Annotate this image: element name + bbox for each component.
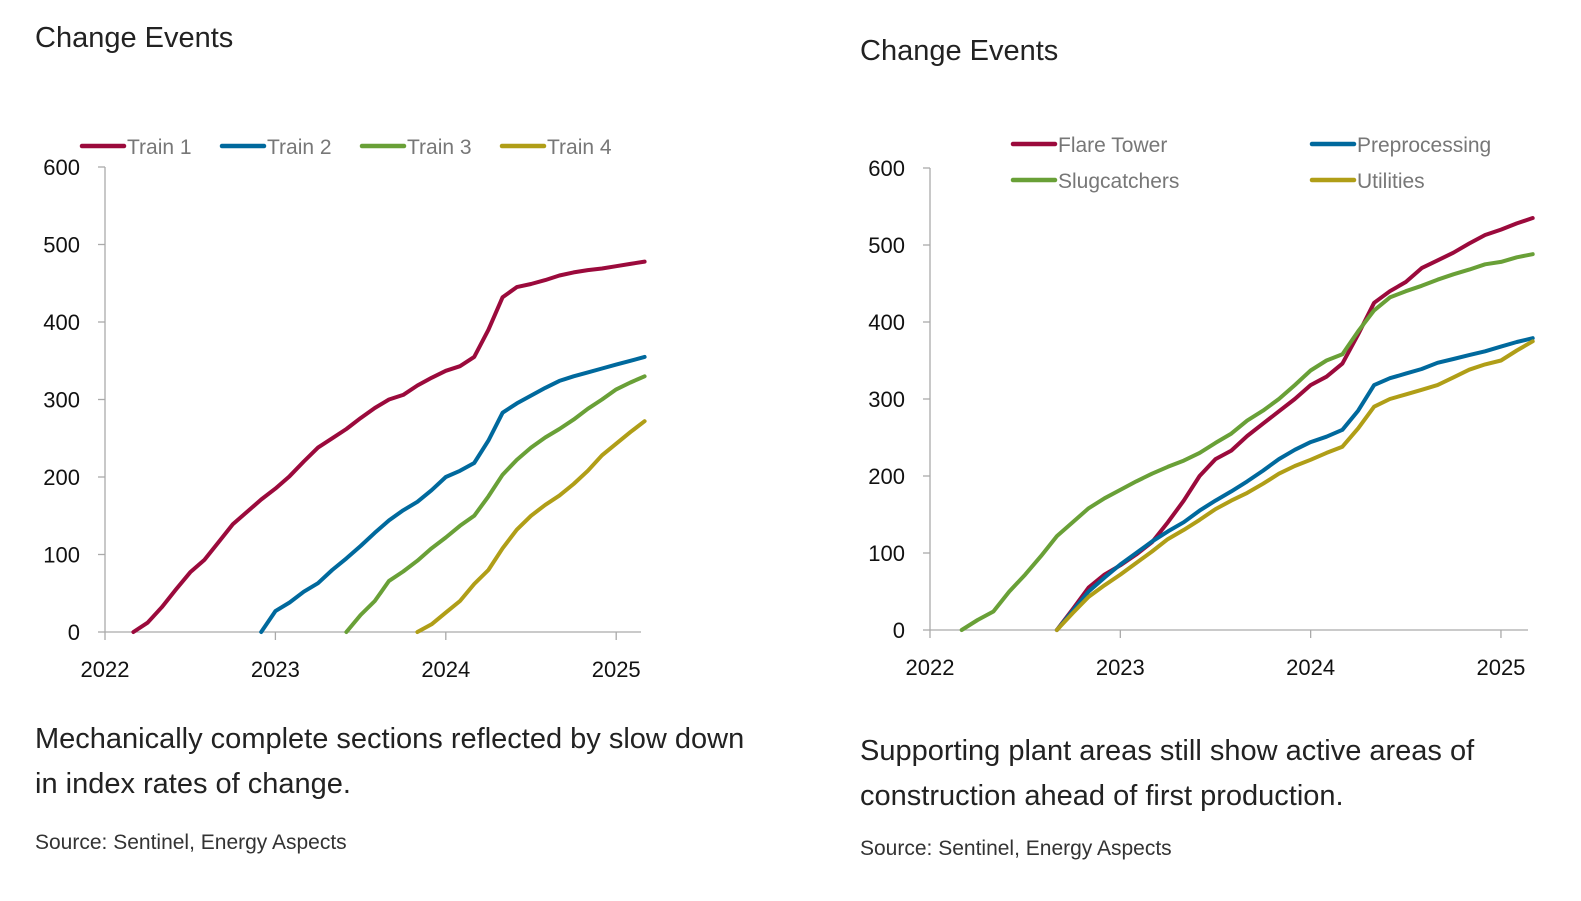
left-chart-title: Change Events	[35, 22, 234, 54]
y-tick-label: 0	[893, 618, 905, 643]
y-tick-label: 300	[868, 387, 905, 412]
left-chart-source: Source: Sentinel, Energy Aspects	[35, 831, 347, 854]
series-line-slugcatchers	[959, 252, 1535, 632]
right-chart-caption: Supporting plant areas still show active…	[860, 735, 1475, 812]
y-tick-label: 400	[43, 310, 80, 335]
y-tick-label: 100	[868, 541, 905, 566]
legend-label: Utilities	[1357, 170, 1425, 193]
y-tick-label: 400	[868, 310, 905, 335]
y-tick-label: 600	[868, 156, 905, 181]
legend-label: Train 1	[127, 136, 192, 159]
y-tick-label: 200	[43, 465, 80, 490]
x-tick-label: 2024	[421, 657, 470, 682]
x-tick-label: 2022	[81, 657, 130, 682]
legend-label: Train 4	[547, 136, 612, 159]
right-chart-title: Change Events	[860, 35, 1059, 67]
x-tick-label: 2023	[251, 657, 300, 682]
y-tick-label: 500	[868, 233, 905, 258]
series-line-train-2	[259, 354, 647, 634]
legend-label: Train 2	[267, 136, 332, 159]
y-tick-label: 300	[43, 388, 80, 413]
y-tick-label: 0	[68, 620, 80, 645]
y-tick-label: 200	[868, 464, 905, 489]
right-chart-source: Source: Sentinel, Energy Aspects	[860, 837, 1172, 860]
legend-label: Train 3	[407, 136, 472, 159]
x-tick-label: 2023	[1096, 655, 1145, 680]
y-tick-label: 600	[43, 155, 80, 180]
series-line-utilities	[1054, 339, 1535, 632]
series-line-preprocessing	[1054, 336, 1535, 632]
legend-label: Slugcatchers	[1058, 170, 1179, 193]
legend-label: Flare Tower	[1058, 134, 1167, 157]
x-tick-label: 2025	[1476, 655, 1525, 680]
left-chart-caption: Mechanically complete sections reflected…	[35, 723, 745, 800]
series-line-train-1	[131, 259, 647, 634]
series-line-train-4	[415, 419, 647, 634]
series-line-train-3	[344, 374, 647, 634]
x-tick-label: 2022	[906, 655, 955, 680]
x-tick-label: 2024	[1286, 655, 1335, 680]
y-tick-label: 100	[43, 543, 80, 568]
y-tick-label: 500	[43, 233, 80, 258]
legend-label: Preprocessing	[1357, 134, 1491, 157]
x-tick-label: 2025	[592, 657, 641, 682]
